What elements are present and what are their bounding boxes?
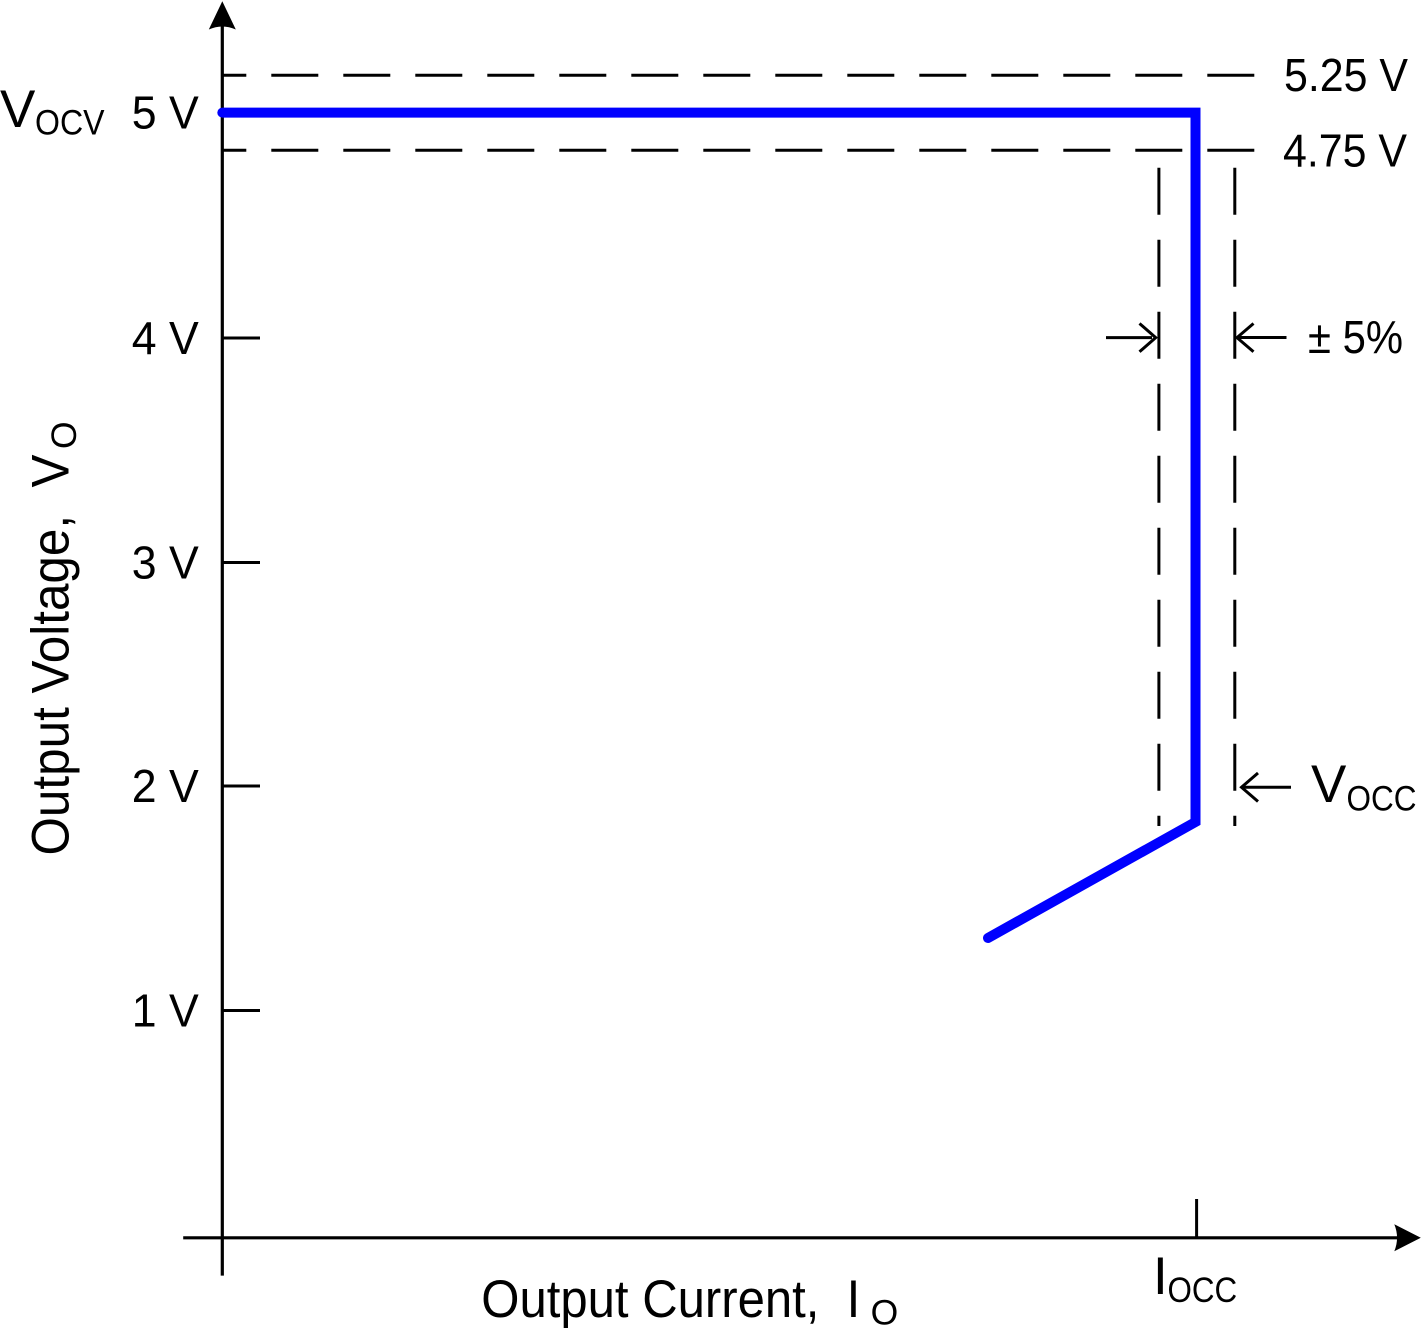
svg-text:2 V: 2 V	[132, 760, 199, 812]
svg-text:± 5%: ± 5%	[1308, 311, 1403, 363]
svg-text:Output Current, I: Output Current, I	[481, 1270, 860, 1329]
svg-text:1 V: 1 V	[132, 985, 199, 1037]
svg-text:5.25 V: 5.25 V	[1284, 49, 1408, 101]
svg-text:OCV: OCV	[35, 102, 105, 142]
svg-text:5 V: 5 V	[132, 87, 199, 139]
svg-text:4 V: 4 V	[132, 312, 199, 364]
svg-text:I: I	[1153, 1247, 1168, 1306]
svg-text:OCC: OCC	[1347, 778, 1417, 818]
svg-text:3 V: 3 V	[132, 537, 199, 589]
svg-text:V: V	[1311, 755, 1347, 814]
svg-text:V: V	[0, 80, 36, 139]
svg-text:OCC: OCC	[1168, 1270, 1238, 1310]
svg-text:4.75 V: 4.75 V	[1283, 125, 1407, 177]
svg-text:O: O	[44, 421, 84, 449]
svg-text:O: O	[871, 1293, 899, 1333]
svg-text:Output Voltage, V: Output Voltage, V	[21, 454, 80, 856]
